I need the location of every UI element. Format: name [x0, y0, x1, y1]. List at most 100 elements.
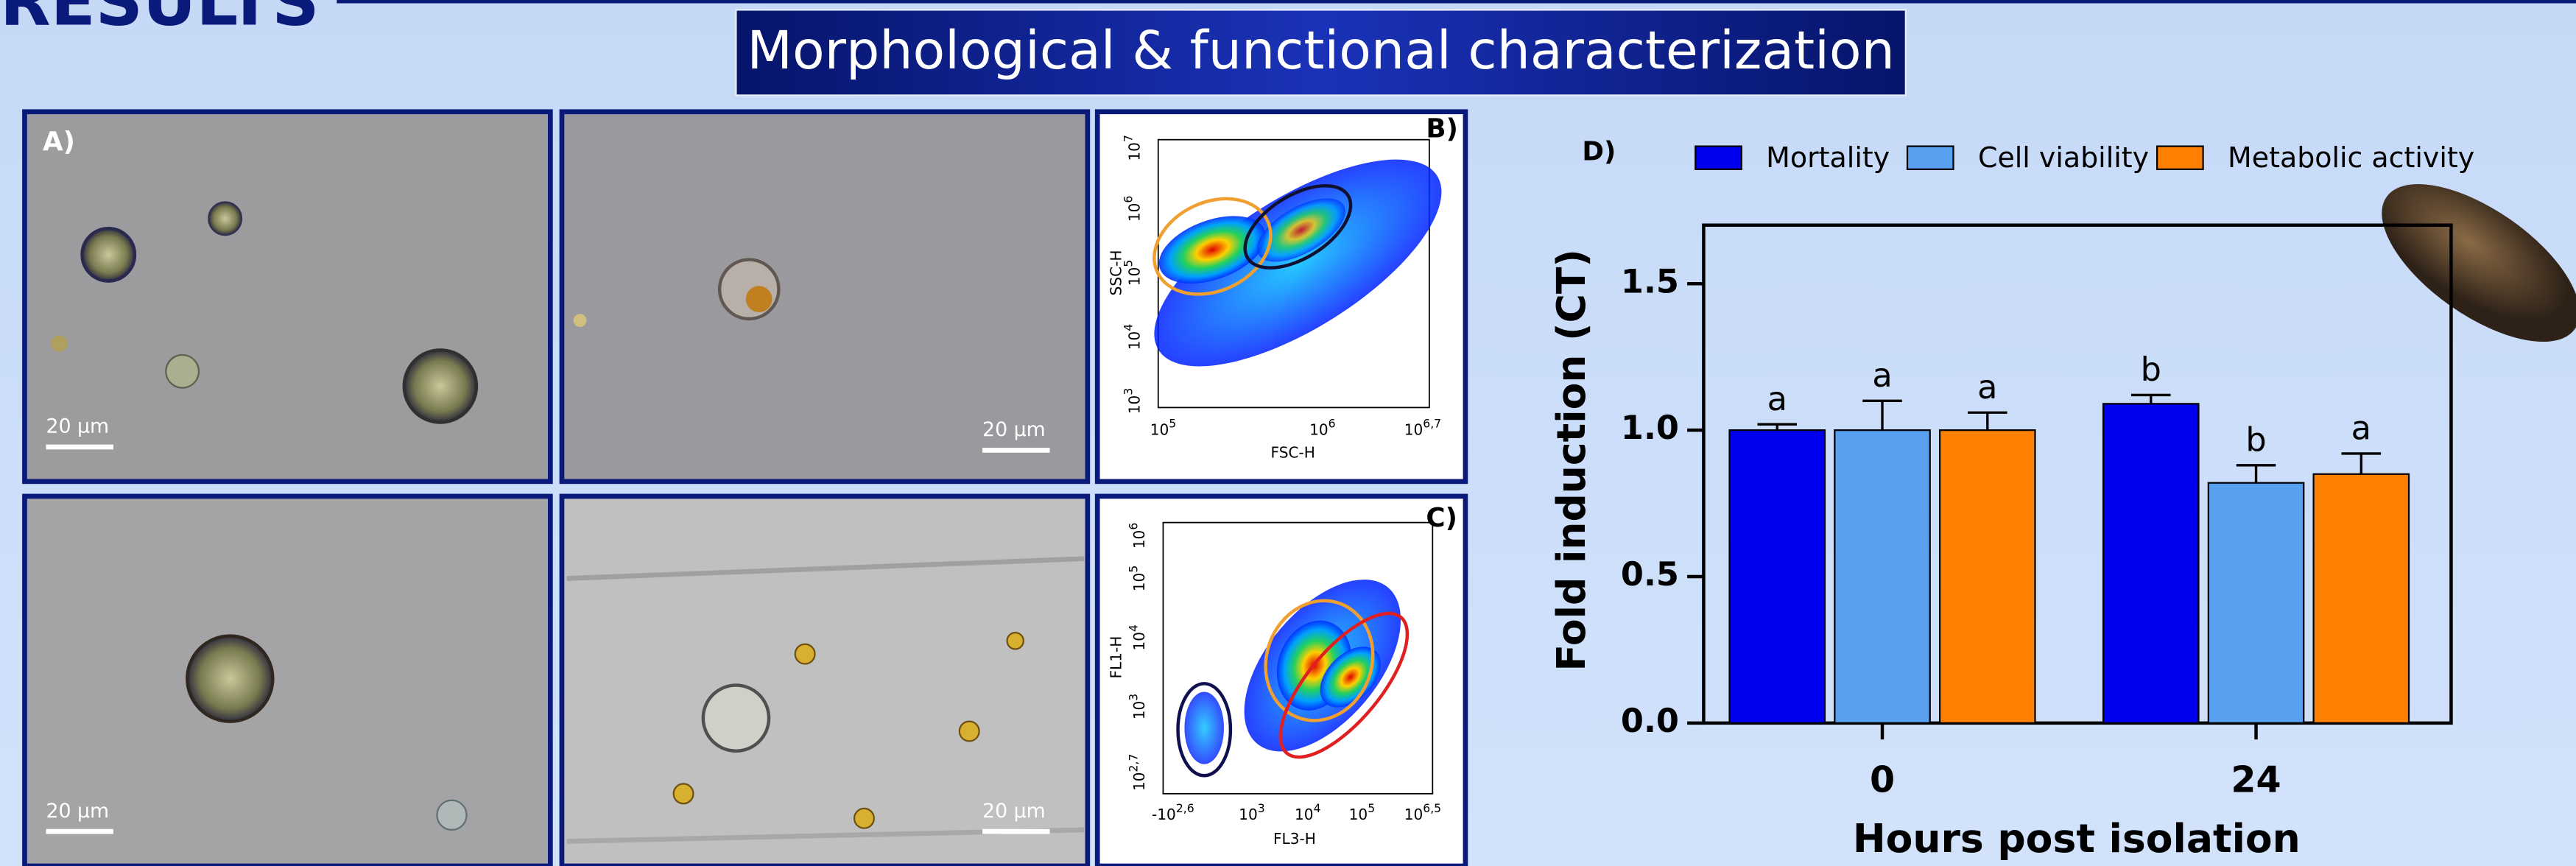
flow-axis-label: FSC-H: [1271, 443, 1315, 461]
tick-base: 10: [1125, 267, 1143, 286]
tick-exponent: 3: [1127, 694, 1140, 701]
tick-exponent: 5: [1127, 566, 1140, 573]
legend-swatch: [2156, 145, 2204, 170]
significance-letter: a: [1977, 368, 1997, 406]
tick-base: 10: [1130, 632, 1148, 651]
micrograph: [22, 109, 553, 485]
micrograph: [559, 493, 1091, 866]
section-title: RESULTS: [0, 0, 320, 41]
x-axis-label: Hours post isolation: [1853, 815, 2301, 862]
tick-base: 10: [1295, 805, 1314, 823]
significance-letter: a: [1872, 356, 1892, 395]
scale-bar-label: 20 µm: [982, 418, 1046, 441]
tick-exponent: 6,7: [1423, 417, 1441, 430]
flow-tick-label: 107: [1122, 135, 1143, 161]
legend-swatch: [1695, 145, 1742, 170]
legend-label: Cell viability: [1978, 141, 2149, 174]
tick-exponent: 6,5: [1423, 801, 1441, 814]
significance-letter: a: [2351, 409, 2371, 448]
flow-axis-label: SSC-H: [1107, 250, 1125, 295]
flow-tick-label: 105: [1122, 260, 1143, 286]
tick-exponent: 6: [1127, 523, 1140, 530]
tick-base: 10: [1309, 420, 1329, 438]
panel-label: D): [1582, 137, 1616, 167]
tick-base: -10: [1152, 805, 1176, 823]
flow-tick-label: 104: [1127, 624, 1148, 651]
panel-label: C): [1426, 503, 1457, 533]
tick-base: 10: [1130, 573, 1148, 592]
legend-label: Metabolic activity: [2228, 141, 2474, 174]
bar: [1834, 429, 1931, 724]
plot-frame: [1702, 223, 2453, 725]
tick-base: 10: [1404, 420, 1424, 438]
bar: [1938, 429, 2036, 724]
tick-exponent: 5: [1169, 417, 1176, 430]
flow-tick-label: 106,5: [1404, 801, 1441, 823]
bar: [1728, 429, 1826, 724]
x-tick-label: 24: [2231, 758, 2281, 801]
tick-exponent: 7: [1122, 135, 1135, 142]
tick-base: 10: [1130, 530, 1148, 549]
micrograph: [559, 109, 1091, 485]
tick-base: 10: [1125, 331, 1143, 351]
tick-base: 10: [1130, 701, 1148, 720]
tick-exponent: 6: [1122, 196, 1135, 203]
flow-tick-label: 106,7: [1404, 417, 1441, 438]
micrograph: [22, 493, 553, 866]
tick-exponent: 3: [1122, 388, 1135, 395]
flow-axis-label: FL1-H: [1107, 636, 1125, 679]
flow-tick-label: 103: [1122, 388, 1143, 415]
significance-letter: b: [2245, 421, 2266, 460]
x-tick-label: 0: [1870, 758, 1895, 801]
bar: [2312, 473, 2410, 724]
flow-plot: [1094, 493, 1468, 866]
panel-label: B): [1426, 113, 1458, 144]
banner-title: Morphological & functional characterizat…: [747, 20, 1894, 81]
scale-bar-label: 20 µm: [982, 800, 1046, 823]
tick-base: 10: [1125, 142, 1143, 161]
y-axis-label: Fold induction (CT): [1548, 249, 1594, 671]
tick-exponent: 5: [1368, 801, 1375, 814]
scale-bar-label: 20 µm: [46, 415, 109, 438]
bar: [2207, 482, 2305, 724]
tick-base: 10: [1150, 420, 1169, 438]
flow-tick-label: 106: [1122, 196, 1143, 222]
flow-tick-label: 103: [1127, 694, 1148, 720]
tick-base: 10: [1239, 805, 1258, 823]
bar: [2102, 403, 2200, 724]
tick-exponent: 4: [1314, 801, 1321, 814]
y-tick-label: 0.5: [1621, 555, 1679, 594]
flow-tick-label: 106: [1309, 417, 1335, 438]
flow-tick-label: 102,7: [1127, 754, 1148, 791]
flow-tick-label: 105: [1349, 801, 1375, 823]
banner: [735, 9, 1907, 96]
tick-base: 10: [1125, 203, 1143, 222]
y-tick-label: 0.0: [1621, 702, 1679, 740]
y-tick-label: 1.5: [1621, 262, 1679, 300]
tick-exponent: 2,6: [1176, 801, 1194, 814]
panel-label: A): [43, 127, 75, 157]
tick-exponent: 4: [1122, 324, 1135, 331]
flow-tick-label: 103: [1239, 801, 1264, 823]
significance-letter: a: [1767, 380, 1787, 418]
tick-exponent: 2,7: [1127, 754, 1140, 772]
tick-base: 10: [1125, 395, 1143, 415]
flow-plot: [1094, 109, 1468, 485]
tick-exponent: 4: [1127, 624, 1140, 632]
y-tick-label: 1.0: [1621, 409, 1679, 447]
flow-tick-label: 104: [1122, 324, 1143, 351]
tick-base: 10: [1349, 805, 1368, 823]
tick-exponent: 3: [1258, 801, 1265, 814]
significance-letter: b: [2141, 351, 2161, 389]
flow-tick-label: 105: [1150, 417, 1176, 438]
flow-axis-label: FL3-H: [1273, 830, 1316, 848]
scale-bar-label: 20 µm: [46, 800, 109, 823]
flow-tick-label: 105: [1127, 566, 1148, 592]
flow-tick-label: -102,6: [1152, 801, 1194, 823]
flow-tick-label: 104: [1295, 801, 1321, 823]
flow-tick-label: 106: [1127, 523, 1148, 549]
tick-base: 10: [1404, 805, 1424, 823]
legend-label: Mortality: [1766, 141, 1890, 174]
tick-exponent: 6: [1329, 417, 1336, 430]
